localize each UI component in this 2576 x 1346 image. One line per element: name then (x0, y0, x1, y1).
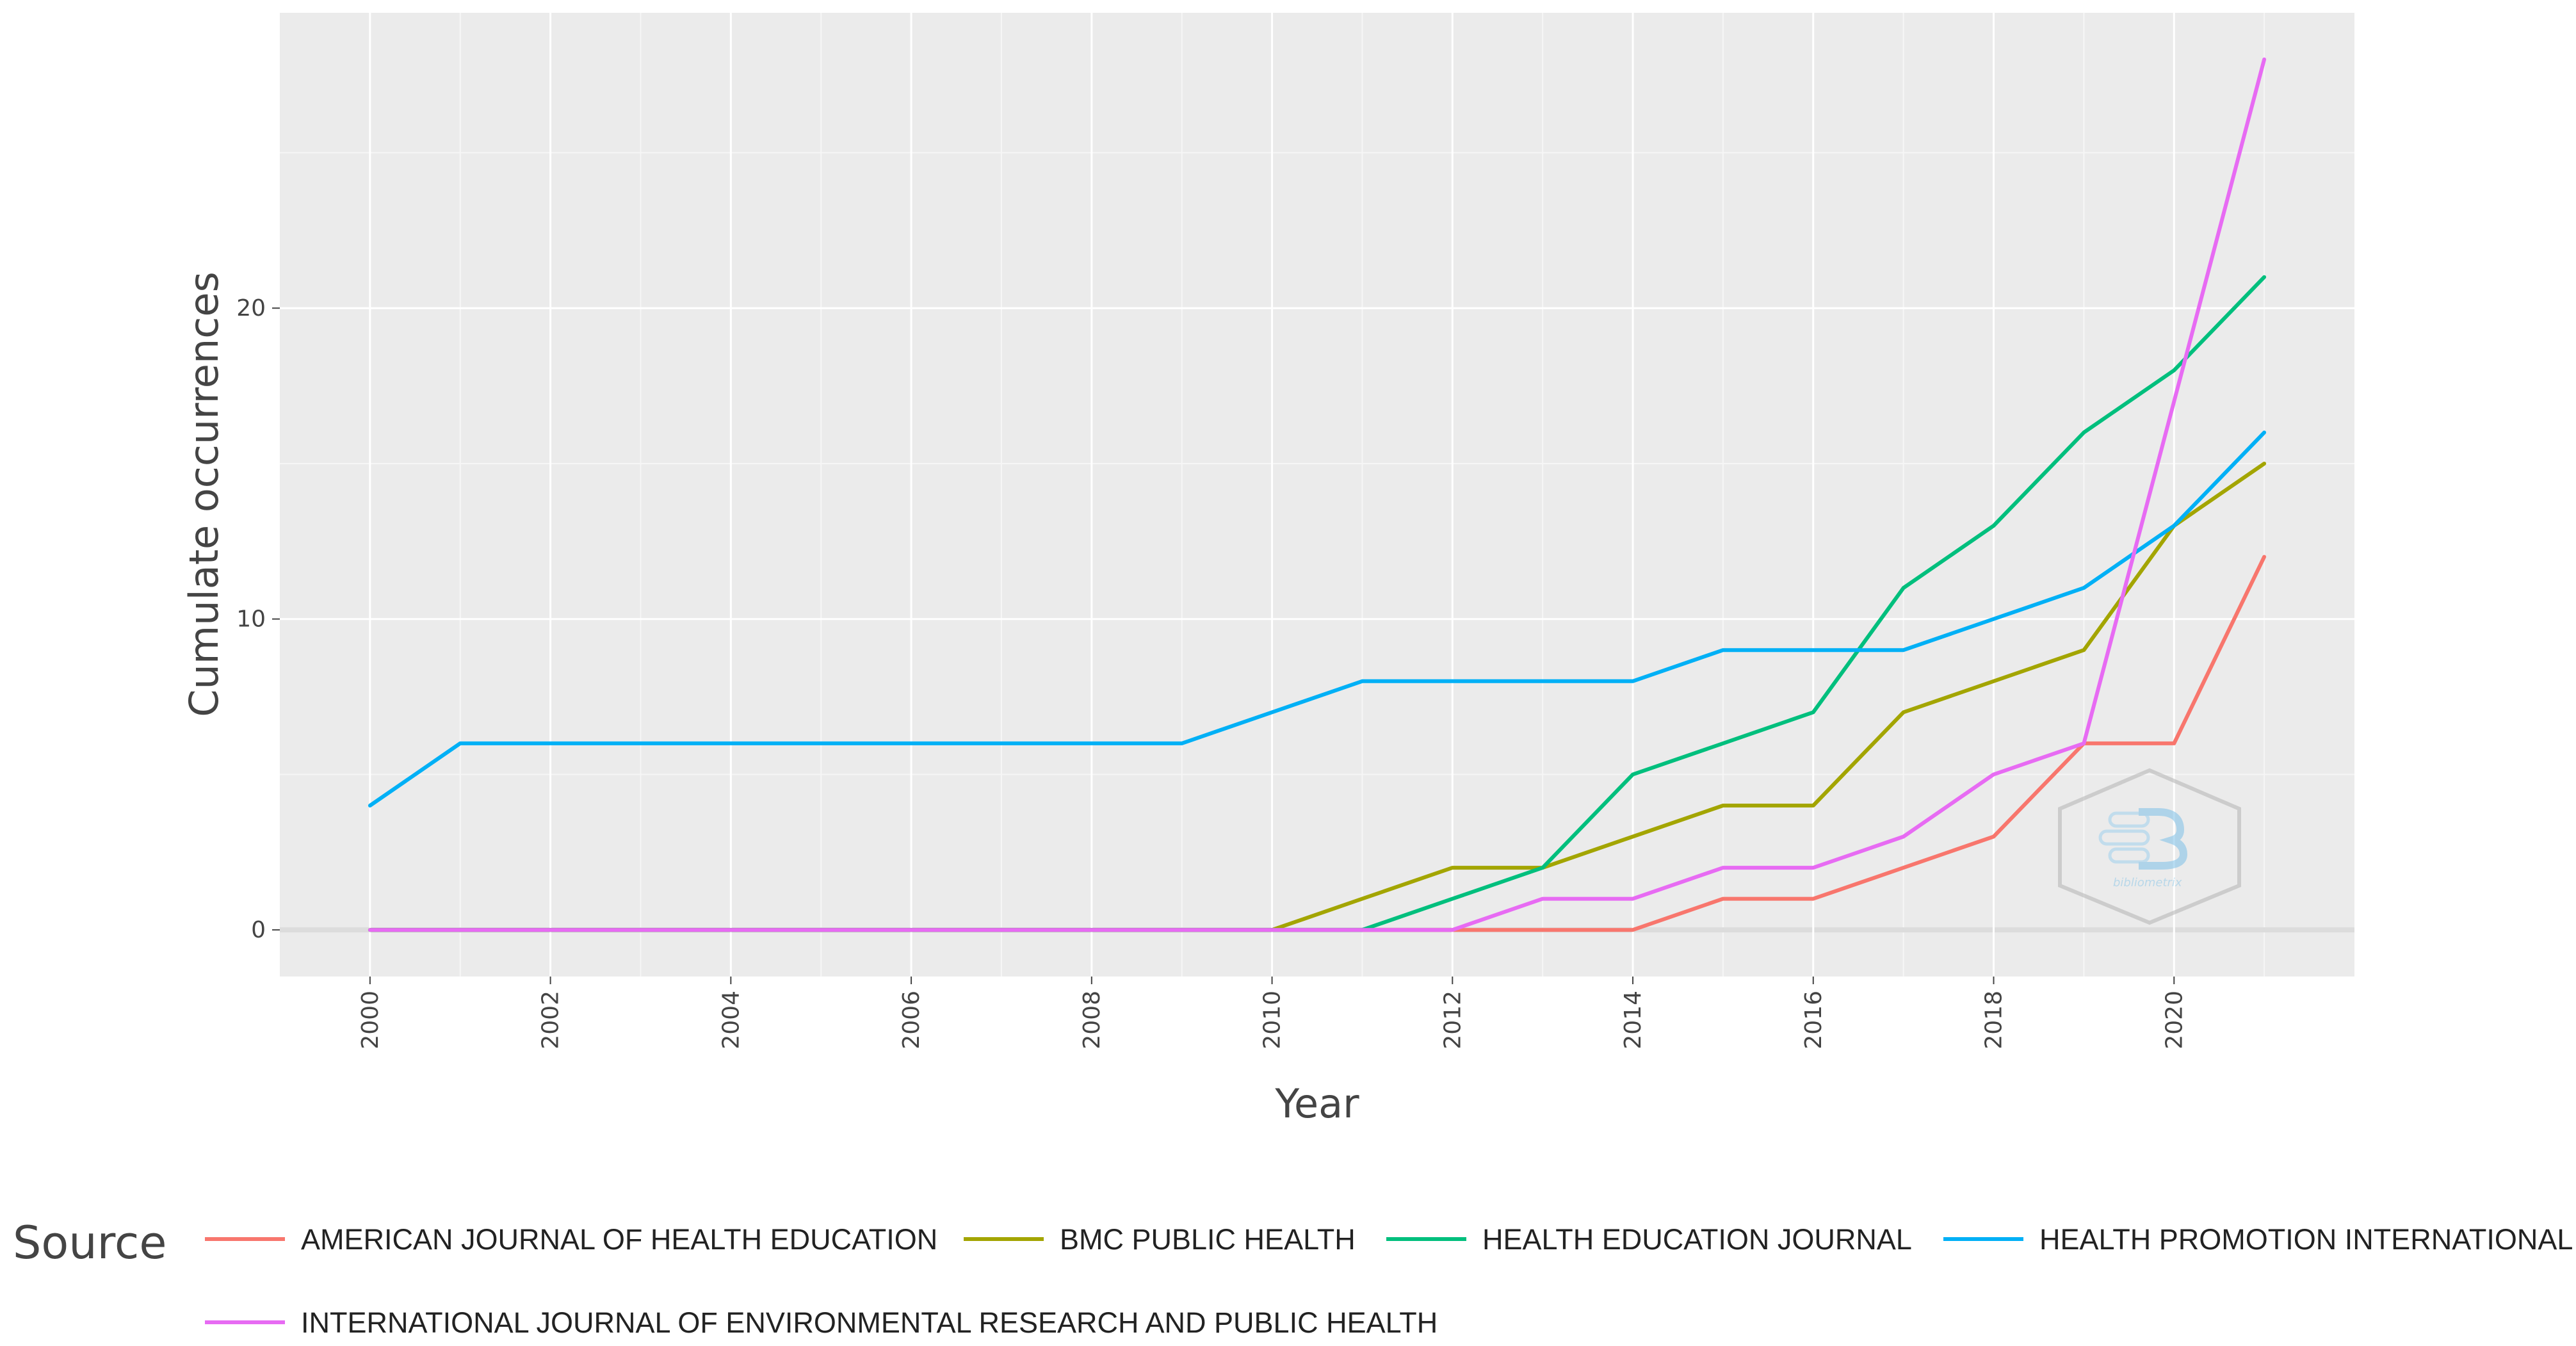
legend-label: HEALTH PROMOTION INTERNATIONAL (2039, 1223, 2573, 1256)
legend-label: INTERNATIONAL JOURNAL OF ENVIRONMENTAL R… (301, 1306, 1438, 1339)
watermark-bar (2108, 847, 2150, 864)
legend-item[interactable]: HEALTH EDUCATION JOURNAL (1386, 1223, 1912, 1256)
watermark-text: bibliometrix (2113, 876, 2182, 889)
legend-item[interactable]: AMERICAN JOURNAL OF HEALTH EDUCATION (205, 1223, 937, 1256)
series-line-4 (368, 430, 2267, 807)
x-tick-label: 2020 (2161, 991, 2187, 1050)
y-axis-title: Cumulate occurrences (181, 272, 227, 717)
x-tick-label: 2018 (1981, 991, 2007, 1050)
x-axis: 2000 2002 2004 2006 2008 2010 2012 2014 2016 2018… (357, 977, 2187, 1050)
legend-label: AMERICAN JOURNAL OF HEALTH EDUCATION (301, 1223, 937, 1256)
watermark-b-letter (2139, 808, 2188, 870)
watermark-hexagon (2058, 768, 2241, 925)
x-tick-label: 2016 (1801, 991, 1827, 1050)
y-axis: 0 10 20 (236, 295, 280, 943)
legend-item[interactable]: BMC PUBLIC HEALTH (964, 1223, 1356, 1256)
x-tick-label: 2014 (1620, 991, 1646, 1050)
plot-panel (280, 13, 2354, 977)
x-tick-label: 2006 (898, 991, 925, 1050)
legend-item[interactable]: HEALTH PROMOTION INTERNATIONAL (1943, 1223, 2573, 1256)
y-tick-label: 10 (236, 606, 266, 633)
x-tick-label: 2010 (1260, 991, 1286, 1050)
series-line-5 (368, 57, 2267, 932)
watermark-bar (2108, 811, 2150, 828)
x-tick-label: 2002 (538, 991, 564, 1050)
x-tick-label: 2000 (357, 991, 384, 1050)
y-tick-label: 20 (236, 295, 266, 321)
legend-title: Source (13, 1217, 166, 1269)
x-tick-label: 2004 (718, 991, 744, 1050)
legend-label: HEALTH EDUCATION JOURNAL (1482, 1223, 1912, 1256)
grid-lines (280, 13, 2354, 977)
x-axis-title: Year (1274, 1080, 1359, 1127)
legend: AMERICAN JOURNAL OF HEALTH EDUCATION BMC … (205, 1223, 2573, 1339)
x-tick-label: 2008 (1079, 991, 1105, 1050)
legend-item[interactable]: INTERNATIONAL JOURNAL OF ENVIRONMENTAL R… (205, 1306, 1438, 1339)
legend-label: BMC PUBLIC HEALTH (1060, 1223, 1356, 1256)
y-tick-label: 0 (251, 917, 266, 943)
watermark-bar (2098, 829, 2150, 846)
watermark-logo: bibliometrix (2058, 768, 2241, 925)
series-lines (368, 57, 2267, 932)
x-tick-label: 2012 (1439, 991, 1466, 1050)
